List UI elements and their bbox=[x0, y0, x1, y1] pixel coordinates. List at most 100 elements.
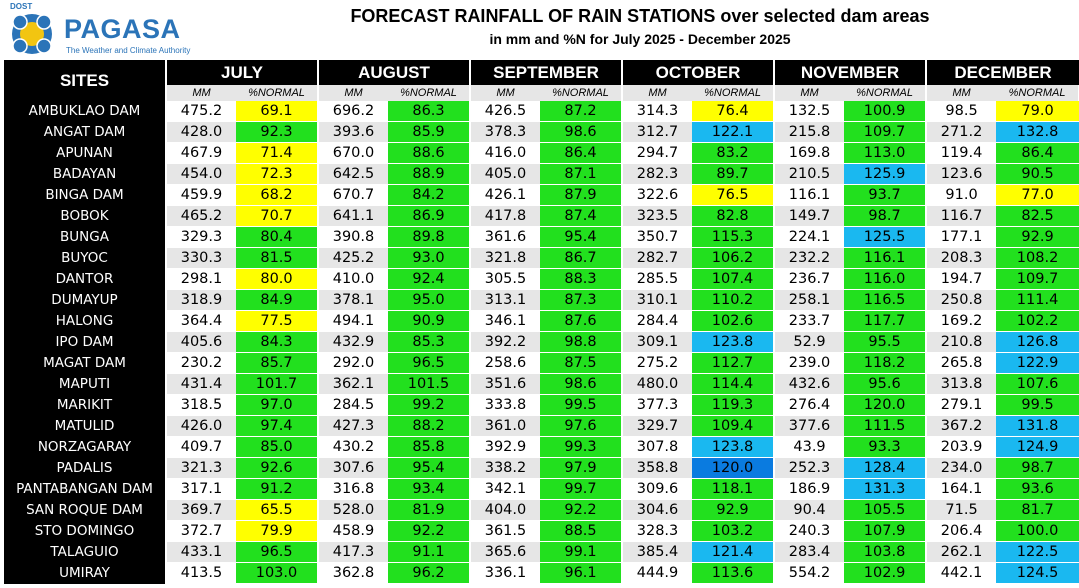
rainfall-mm-cell: 271.2 bbox=[926, 121, 997, 143]
rainfall-mm-cell: 275.2 bbox=[622, 352, 693, 374]
rainfall-mm-cell: 208.3 bbox=[926, 247, 997, 269]
percent-normal-cell: 123.8 bbox=[692, 436, 776, 458]
rainfall-mm-cell: 316.8 bbox=[318, 478, 388, 500]
header: DOST PAGASA The Weather and Climate Auth… bbox=[0, 0, 1079, 60]
percent-normal-cell: 99.2 bbox=[388, 394, 471, 416]
percent-normal-cell: 88.3 bbox=[540, 268, 624, 290]
rainfall-mm-cell: 432.9 bbox=[318, 331, 388, 353]
percent-normal-cell: 99.5 bbox=[540, 394, 624, 416]
rainfall-mm-cell: 298.1 bbox=[166, 268, 236, 290]
table-row: APUNAN 467.9 71.4 670.0 88.6 416.0 86.4 294.7 83… bbox=[4, 142, 1079, 164]
percent-normal-cell: 101.5 bbox=[388, 373, 471, 395]
rainfall-mm-cell: 239.0 bbox=[774, 352, 845, 374]
rainfall-mm-cell: 328.3 bbox=[622, 520, 693, 542]
rainfall-mm-cell: 215.8 bbox=[774, 121, 845, 143]
rainfall-mm-cell: 284.4 bbox=[622, 310, 693, 332]
percent-normal-cell: 92.9 bbox=[996, 226, 1079, 248]
rainfall-mm-cell: 194.7 bbox=[926, 268, 997, 290]
percent-normal-cell: 86.7 bbox=[540, 247, 624, 269]
rainfall-mm-cell: 307.6 bbox=[318, 457, 388, 479]
percent-normal-cell: 131.3 bbox=[844, 478, 928, 500]
percent-normal-cell: 86.4 bbox=[996, 142, 1079, 164]
percent-normal-cell: 93.7 bbox=[844, 184, 928, 206]
rainfall-mm-cell: 116.1 bbox=[774, 184, 845, 206]
percent-normal-cell: 93.0 bbox=[388, 247, 471, 269]
percent-normal-cell: 87.3 bbox=[540, 289, 624, 311]
rainfall-mm-cell: 336.1 bbox=[470, 562, 540, 584]
percent-normal-cell: 118.2 bbox=[844, 352, 928, 374]
percent-normal-cell: 121.4 bbox=[692, 541, 776, 563]
percent-normal-cell: 124.5 bbox=[996, 562, 1079, 584]
rainfall-mm-cell: 206.4 bbox=[926, 520, 997, 542]
rainfall-mm-cell: 475.2 bbox=[166, 101, 236, 122]
site-name: ANGAT DAM bbox=[4, 121, 167, 143]
month-header-row: SITES JULY AUGUST SEPTEMBER OCTOBER NOVE… bbox=[4, 60, 1079, 101]
percent-normal-cell: 89.8 bbox=[388, 226, 471, 248]
rainfall-mm-cell: 362.8 bbox=[318, 562, 388, 584]
percent-normal-cell: 87.1 bbox=[540, 163, 624, 185]
percent-normal-cell: 112.7 bbox=[692, 352, 776, 374]
site-name: MAPUTI bbox=[4, 373, 167, 395]
site-name: DANTOR bbox=[4, 268, 167, 290]
percent-normal-cell: 82.8 bbox=[692, 205, 776, 227]
rainfall-mm-cell: 378.3 bbox=[470, 121, 540, 143]
rainfall-mm-cell: 342.1 bbox=[470, 478, 540, 500]
site-name: PADALIS bbox=[4, 457, 167, 479]
logo-tagline: The Weather and Climate Authority bbox=[66, 46, 191, 55]
percent-normal-cell: 92.3 bbox=[236, 121, 319, 143]
percent-normal-cell: 97.6 bbox=[540, 415, 624, 437]
percent-normal-cell: 86.9 bbox=[388, 205, 471, 227]
rainfall-mm-cell: 346.1 bbox=[470, 310, 540, 332]
percent-normal-cell: 102.6 bbox=[692, 310, 776, 332]
site-name: BUYOC bbox=[4, 247, 167, 269]
percent-normal-cell: 99.1 bbox=[540, 541, 624, 563]
rainfall-mm-cell: 307.8 bbox=[622, 436, 693, 458]
sites-header: SITES bbox=[4, 60, 167, 101]
page-subtitle: in mm and %N for July 2025 - December 20… bbox=[489, 31, 791, 47]
site-name: BUNGA bbox=[4, 226, 167, 248]
percent-normal-cell: 86.3 bbox=[388, 101, 471, 122]
table-row: DANTOR 298.1 80.0 410.0 92.4 305.5 88.3 285.5 10… bbox=[4, 268, 1079, 290]
percent-normal-cell: 81.5 bbox=[236, 247, 319, 269]
percent-normal-cell: 122.5 bbox=[996, 541, 1079, 563]
rainfall-mm-cell: 321.3 bbox=[166, 457, 236, 479]
rainfall-mm-cell: 284.5 bbox=[318, 394, 388, 416]
percent-normal-cell: 95.4 bbox=[540, 226, 624, 248]
table-row: IPO DAM 405.6 84.3 432.9 85.3 392.2 98.8 309.1 1… bbox=[4, 331, 1079, 353]
pct-col-header: %NORMAL bbox=[692, 85, 776, 101]
percent-normal-cell: 113.6 bbox=[692, 562, 776, 584]
month-header: OCTOBER bbox=[622, 60, 776, 85]
pct-col-header: %NORMAL bbox=[844, 85, 928, 101]
rainfall-mm-cell: 285.5 bbox=[622, 268, 693, 290]
rainfall-mm-cell: 378.1 bbox=[318, 289, 388, 311]
rainfall-mm-cell: 641.1 bbox=[318, 205, 388, 227]
percent-normal-cell: 96.5 bbox=[388, 352, 471, 374]
percent-normal-cell: 92.6 bbox=[236, 457, 319, 479]
site-name: BADAYAN bbox=[4, 163, 167, 185]
percent-normal-cell: 125.9 bbox=[844, 163, 928, 185]
rainfall-mm-cell: 442.1 bbox=[926, 562, 997, 584]
rainfall-mm-cell: 276.4 bbox=[774, 394, 845, 416]
percent-normal-cell: 111.4 bbox=[996, 289, 1079, 311]
percent-normal-cell: 99.3 bbox=[540, 436, 624, 458]
percent-normal-cell: 97.0 bbox=[236, 394, 319, 416]
rainfall-mm-cell: 372.7 bbox=[166, 520, 236, 542]
rainfall-mm-cell: 318.9 bbox=[166, 289, 236, 311]
percent-normal-cell: 92.4 bbox=[388, 268, 471, 290]
rainfall-mm-cell: 329.7 bbox=[622, 415, 693, 437]
rainfall-mm-cell: 258.6 bbox=[470, 352, 540, 374]
site-name: HALONG bbox=[4, 310, 167, 332]
month-header: SEPTEMBER bbox=[470, 60, 624, 85]
rainfall-mm-cell: 232.2 bbox=[774, 247, 845, 269]
percent-normal-cell: 87.5 bbox=[540, 352, 624, 374]
rainfall-mm-cell: 377.6 bbox=[774, 415, 845, 437]
rainfall-mm-cell: 312.7 bbox=[622, 121, 693, 143]
percent-normal-cell: 99.5 bbox=[996, 394, 1079, 416]
percent-normal-cell: 125.5 bbox=[844, 226, 928, 248]
pagasa-logo: DOST PAGASA The Weather and Climate Auth… bbox=[6, 2, 206, 58]
percent-normal-cell: 92.9 bbox=[692, 499, 776, 521]
rainfall-mm-cell: 294.7 bbox=[622, 142, 693, 164]
rainfall-mm-cell: 250.8 bbox=[926, 289, 997, 311]
rainfall-mm-cell: 417.8 bbox=[470, 205, 540, 227]
rainfall-mm-cell: 528.0 bbox=[318, 499, 388, 521]
